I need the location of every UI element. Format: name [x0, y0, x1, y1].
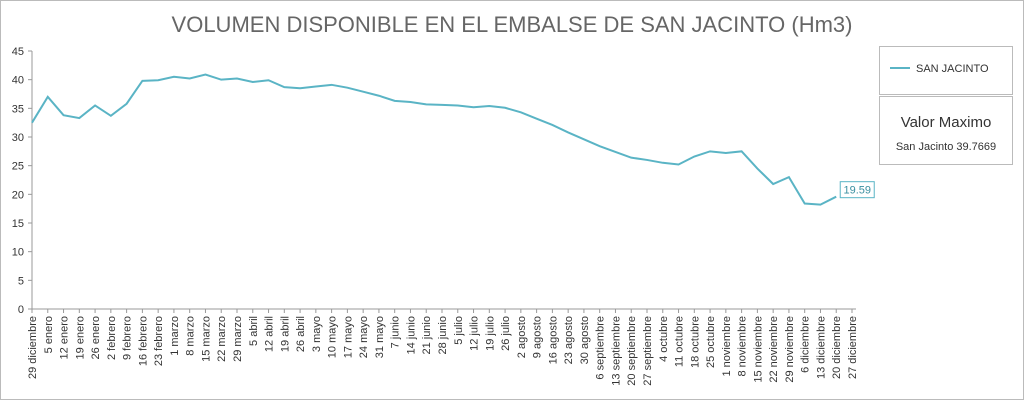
x-tick-label: 1 marzo [169, 316, 181, 356]
x-tick-label: 20 diciembre [831, 316, 843, 379]
y-tick-label: 5 [18, 275, 24, 287]
y-tick-label: 40 [12, 75, 24, 87]
x-tick-label: 7 junio [390, 316, 402, 348]
info-text: San Jacinto 39.7669 [896, 141, 996, 153]
y-tick-label: 20 [12, 189, 24, 201]
data-label: 19.59 [843, 185, 871, 197]
x-tick-label: 29 diciembre [27, 316, 39, 379]
x-tick-label: 27 diciembre [847, 316, 859, 379]
x-tick-label: 6 septiembre [595, 316, 607, 380]
x-tick-label: 12 enero [59, 316, 71, 359]
x-tick-label: 1 noviembre [721, 316, 733, 377]
x-tick-label: 5 enero [43, 316, 55, 353]
x-tick-label: 29 marzo [232, 316, 244, 362]
x-tick-label: 5 abril [248, 316, 260, 346]
y-tick-label: 15 [12, 218, 24, 230]
x-tick-label: 29 noviembre [784, 316, 796, 383]
info-title: Valor Maximo [901, 114, 992, 131]
x-tick-label: 23 febrero [153, 316, 165, 366]
x-tick-label: 5 julio [453, 316, 465, 345]
x-tick-label: 22 marzo [216, 316, 228, 362]
y-tick-label: 35 [12, 103, 24, 115]
x-tick-label: 13 septiembre [610, 316, 622, 386]
x-tick-label: 15 marzo [200, 316, 212, 362]
legend [879, 46, 1013, 95]
x-tick-label: 26 julio [500, 316, 512, 351]
x-tick-label: 23 agosto [563, 316, 575, 364]
x-tick-label: 31 mayo [374, 316, 386, 358]
data-label-box [839, 181, 875, 199]
x-tick-label: 17 mayo [342, 316, 354, 358]
y-tick-label: 0 [18, 304, 24, 316]
x-tick-label: 20 septiembre [626, 316, 638, 386]
x-tick-label: 14 junio [405, 316, 417, 355]
x-tick-label: 10 mayo [327, 316, 339, 358]
x-tick-label: 19 enero [74, 316, 86, 359]
x-tick-label: 21 junio [421, 316, 433, 355]
x-tick-label: 26 abril [295, 316, 307, 352]
x-tick-label: 9 agosto [532, 316, 544, 358]
x-tick-label: 25 octubre [705, 316, 717, 368]
x-tick-label: 18 octubre [689, 316, 701, 368]
x-tick-label: 6 diciembre [800, 316, 812, 373]
x-tick-label: 8 noviembre [737, 316, 749, 377]
x-tick-label: 9 febrero [122, 316, 134, 360]
x-tick-label: 12 julio [469, 316, 481, 351]
x-tick-label: 12 abril [264, 316, 276, 352]
x-tick-label: 27 septiembre [642, 316, 654, 386]
x-tick-label: 4 octubre [658, 316, 670, 362]
chart-title: VOLUMEN DISPONIBLE EN EL EMBALSE DE SAN … [172, 12, 853, 37]
x-tick-label: 24 mayo [358, 316, 370, 358]
x-tick-label: 30 agosto [579, 316, 591, 364]
y-tick-label: 25 [12, 161, 24, 173]
y-tick-label: 10 [12, 247, 24, 259]
x-tick-label: 15 noviembre [752, 316, 764, 383]
x-tick-label: 16 agosto [547, 316, 559, 364]
x-tick-label: 13 diciembre [815, 316, 827, 379]
x-tick-label: 22 noviembre [768, 316, 780, 383]
x-tick-label: 19 julio [484, 316, 496, 351]
legend-label: SAN JACINTO [916, 63, 989, 75]
line [31, 73, 837, 206]
y-tick-label: 45 [12, 46, 24, 58]
x-tick-label: 26 enero [90, 316, 102, 359]
info-box [879, 96, 1013, 165]
x-tick-label: 2 febrero [106, 316, 118, 360]
y-tick-label: 30 [12, 132, 24, 144]
x-tick-label: 2 agosto [516, 316, 528, 358]
x-tick-label: 3 mayo [311, 316, 323, 352]
x-tick-label: 16 febrero [137, 316, 149, 366]
x-tick-label: 8 marzo [185, 316, 197, 356]
x-tick-label: 28 junio [437, 316, 449, 355]
x-tick-label: 19 abril [279, 316, 291, 352]
x-tick-label: 11 octubre [674, 316, 686, 367]
